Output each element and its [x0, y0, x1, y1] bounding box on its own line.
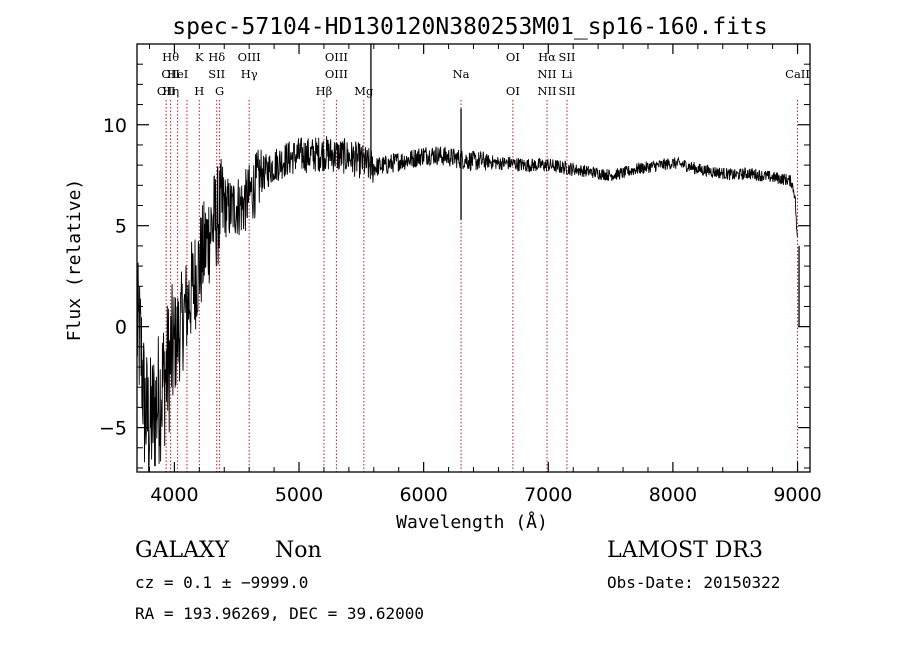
- line-marker-label: CaII: [785, 67, 810, 81]
- chart-title: spec-57104-HD130120N380253M01_sp16-160.f…: [172, 14, 767, 40]
- obs-date-label: Obs-Date: 20150322: [607, 573, 780, 592]
- line-marker-label: K: [195, 50, 204, 64]
- line-marker-label: OIII: [238, 50, 261, 64]
- plot-area: [136, 44, 800, 473]
- line-marker-label: Mg: [354, 84, 374, 98]
- line-marker-label: Na: [453, 67, 470, 81]
- x-tick-label: 6000: [399, 484, 447, 506]
- line-marker-label: G: [215, 84, 224, 98]
- subclass-label: Non: [275, 538, 322, 563]
- cz-label: cz = 0.1 ± −9999.0: [135, 573, 308, 592]
- line-marker-label: HeI: [167, 67, 188, 81]
- line-marker-label: NII: [537, 84, 556, 98]
- line-marker-label: Hγ: [241, 67, 258, 81]
- axes: 4000 5000 6000 7000 8000 9000 −5 0 5 10: [99, 43, 822, 506]
- y-axis-label: Flux (relative): [64, 179, 85, 342]
- line-marker-label: SII: [558, 84, 575, 98]
- x-tick-label: 5000: [275, 484, 323, 506]
- line-marker-label: OII: [157, 84, 176, 98]
- spectrum-line: [136, 136, 798, 473]
- x-tick-label: 4000: [150, 484, 198, 506]
- line-marker-label: Li: [561, 67, 573, 81]
- line-marker-label: Hη: [162, 84, 179, 98]
- line-marker-label: OI: [506, 50, 520, 64]
- plot-frame: [136, 43, 811, 473]
- line-marker-label: Hθ: [162, 50, 179, 64]
- class-label: GALAXY: [135, 538, 230, 563]
- x-axis-label: Wavelength (Å): [396, 511, 548, 533]
- line-marker-label: H: [194, 84, 204, 98]
- line-marker-label: NII: [537, 67, 556, 81]
- line-marker-label: OII: [161, 67, 180, 81]
- line-marker-label: OIII: [325, 67, 348, 81]
- line-marker-label: SII: [558, 50, 575, 64]
- x-tick-label: 7000: [524, 484, 572, 506]
- x-tick-label: 9000: [773, 484, 821, 506]
- y-tick-label: 10: [103, 115, 127, 137]
- line-marker-label: OI: [506, 84, 520, 98]
- line-marker-label: OIII: [325, 50, 348, 64]
- y-tick-label: −5: [99, 418, 127, 440]
- line-markers: OIIHθOIIHηHeIKHHδSIIGOIIIHγHβOIIIOIIIMgN…: [157, 50, 810, 472]
- y-tick-label: 0: [115, 317, 127, 339]
- x-tick-label: 8000: [649, 484, 697, 506]
- y-tick-label: 5: [115, 216, 127, 238]
- line-marker-label: Hα: [538, 50, 556, 64]
- line-marker-label: Hβ: [316, 84, 333, 98]
- survey-label: LAMOST DR3: [607, 538, 763, 563]
- line-marker-label: SII: [208, 67, 225, 81]
- line-marker-label: Hδ: [208, 50, 225, 64]
- coords-label: RA = 193.96269, DEC = 39.62000: [135, 604, 424, 623]
